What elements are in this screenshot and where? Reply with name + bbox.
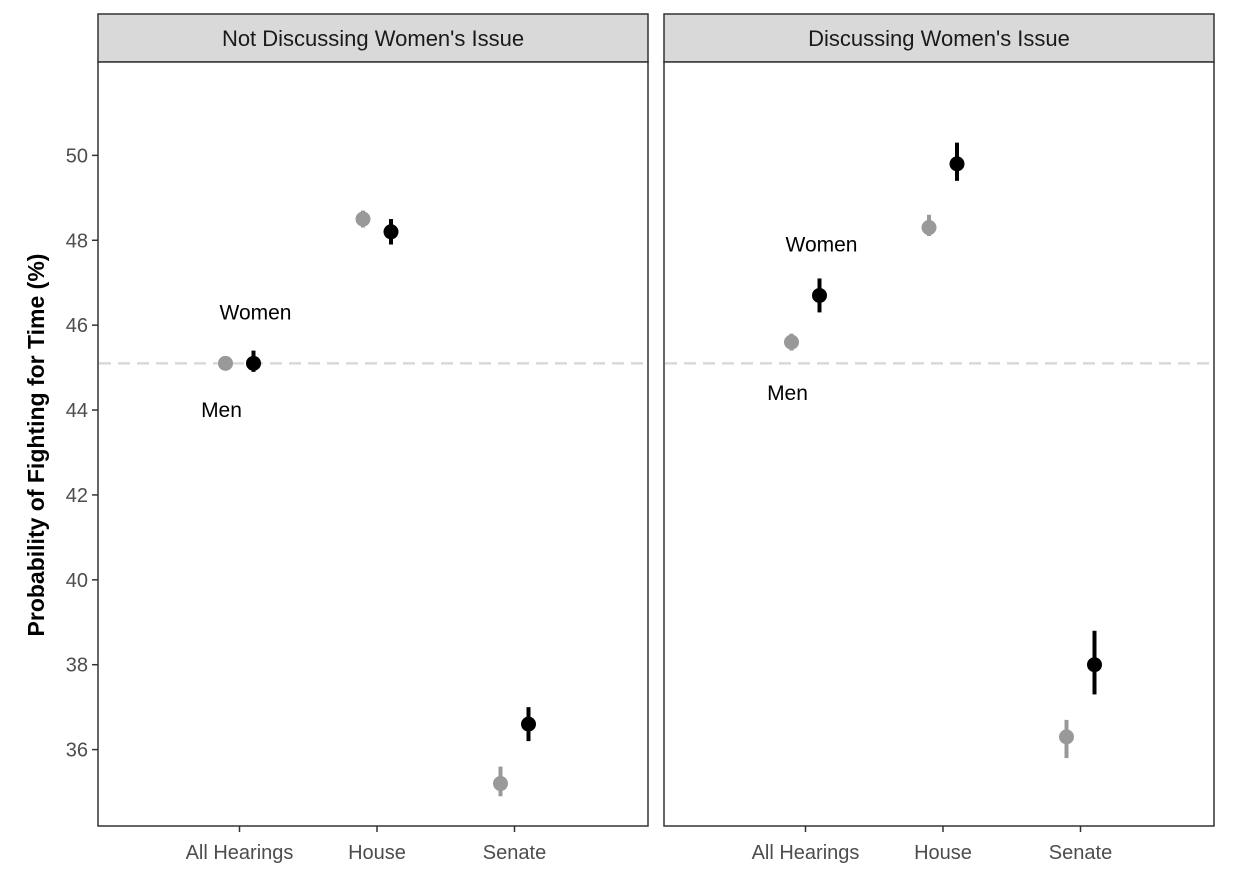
y-tick-label: 36 xyxy=(66,740,88,762)
point-men xyxy=(218,355,233,371)
annotation-women: Women xyxy=(220,301,292,324)
point-women xyxy=(521,716,536,732)
x-tick-label: All Hearings xyxy=(752,842,860,864)
x-tick-label: House xyxy=(914,842,972,864)
point-men xyxy=(921,220,937,236)
panel-frame-2 xyxy=(663,61,1215,827)
point-women xyxy=(949,156,965,172)
y-tick-label: 50 xyxy=(66,145,88,167)
point-men xyxy=(784,334,799,350)
y-tick-label: 46 xyxy=(66,315,88,337)
x-tick-label: All Hearings xyxy=(186,842,294,864)
annotation-women: Women xyxy=(786,234,858,257)
facet-strip-1 xyxy=(97,13,649,63)
point-men xyxy=(1059,729,1074,745)
annotation-men: Men xyxy=(201,399,242,422)
x-tick-label: House xyxy=(348,842,406,864)
point-women xyxy=(246,355,261,371)
x-tick-label: Senate xyxy=(483,842,546,864)
y-axis-title: Probability of Fighting for Time (%) xyxy=(23,254,49,637)
point-men xyxy=(355,211,371,227)
facet-title-2: Discussing Women's Issue xyxy=(808,26,1070,51)
annotation-men: Men xyxy=(767,382,808,405)
y-tick-label: 40 xyxy=(66,570,88,592)
point-women xyxy=(1087,657,1102,673)
x-tick-label: Senate xyxy=(1049,842,1112,864)
point-men xyxy=(493,776,508,792)
point-women xyxy=(812,287,827,303)
y-tick-label: 44 xyxy=(66,400,88,422)
facet-title-1: Not Discussing Women's Issue xyxy=(222,26,524,51)
y-tick-label: 38 xyxy=(66,655,88,677)
point-women xyxy=(383,224,399,240)
panel-frame-1 xyxy=(97,61,649,827)
y-tick-label: 48 xyxy=(66,230,88,252)
y-tick-label: 42 xyxy=(66,485,88,507)
